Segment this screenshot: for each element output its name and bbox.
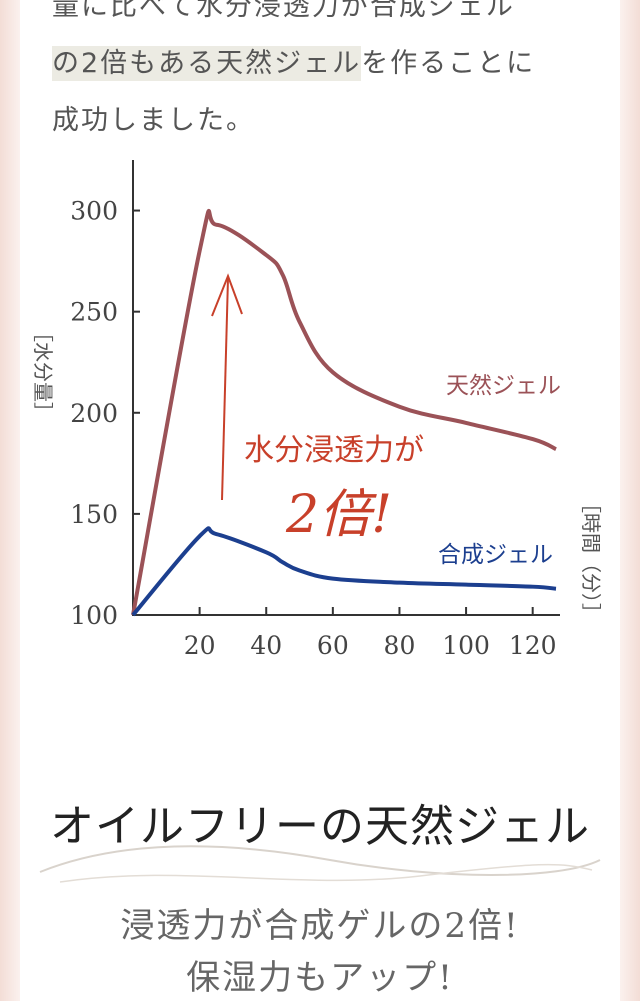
series-lines bbox=[131, 209, 557, 617]
y-tick-label: 250 bbox=[70, 298, 118, 327]
x-ticks: 20 40 60 80 100 120 bbox=[184, 607, 557, 660]
intro-line-2-rest: を作ることに bbox=[361, 48, 536, 79]
y-tick-label: 300 bbox=[70, 197, 118, 226]
subheadline-line-1: 浸透力が合成ゲルの2倍! bbox=[120, 906, 520, 946]
annotation-line-2: 2倍! bbox=[285, 485, 392, 545]
intro-highlight: の2倍もある天然ジェル bbox=[52, 46, 362, 81]
increase-arrow-icon bbox=[221, 277, 229, 501]
annotation-line-1: 水分浸透力が bbox=[244, 433, 424, 468]
series-line-natural-gel bbox=[131, 209, 557, 616]
x-tick-label: 80 bbox=[384, 631, 416, 660]
y-tick-label: 200 bbox=[70, 399, 118, 428]
arrow-head-icon bbox=[211, 273, 243, 317]
y-ticks: 100 150 200 250 300 bbox=[70, 197, 140, 630]
x-tick-label: 20 bbox=[184, 631, 216, 660]
headline: オイルフリーの天然ジェル bbox=[50, 801, 590, 852]
decorative-swirl bbox=[39, 845, 601, 883]
intro-line-3: 成功しました。 bbox=[52, 105, 255, 136]
x-tick-label: 40 bbox=[250, 631, 282, 660]
series-line-synthetic-gel bbox=[131, 526, 557, 617]
content-panel bbox=[20, 0, 620, 1001]
series-label-natural-gel: 天然ジェル bbox=[446, 373, 561, 399]
water-content-chart: 100 150 200 250 300 20 40 60 80 100 120 天然ジェル合成ジェ… bbox=[31, 160, 603, 660]
y-tick-label: 150 bbox=[70, 500, 118, 529]
series-label-synthetic-gel: 合成ジェル bbox=[438, 542, 553, 568]
x-tick-label: 100 bbox=[442, 631, 490, 660]
y-tick-label: 100 bbox=[70, 601, 118, 630]
y-axis-label: ［水分量］ bbox=[31, 322, 55, 422]
subheadline-line-2: 保湿力もアップ! bbox=[186, 958, 454, 998]
intro-line-2: の2倍もある天然ジェルを作ることに bbox=[52, 35, 612, 92]
intro-text: 量に比べて水分浸透力が合成ジェル の2倍もある天然ジェルを作ることに 成功しまし… bbox=[52, 0, 612, 149]
x-axis-label: ［時間（分）］ bbox=[579, 493, 603, 623]
intro-line-1: 量に比べて水分浸透力が合成ジェル bbox=[52, 0, 515, 22]
x-tick-label: 120 bbox=[509, 631, 557, 660]
x-tick-label: 60 bbox=[317, 631, 349, 660]
